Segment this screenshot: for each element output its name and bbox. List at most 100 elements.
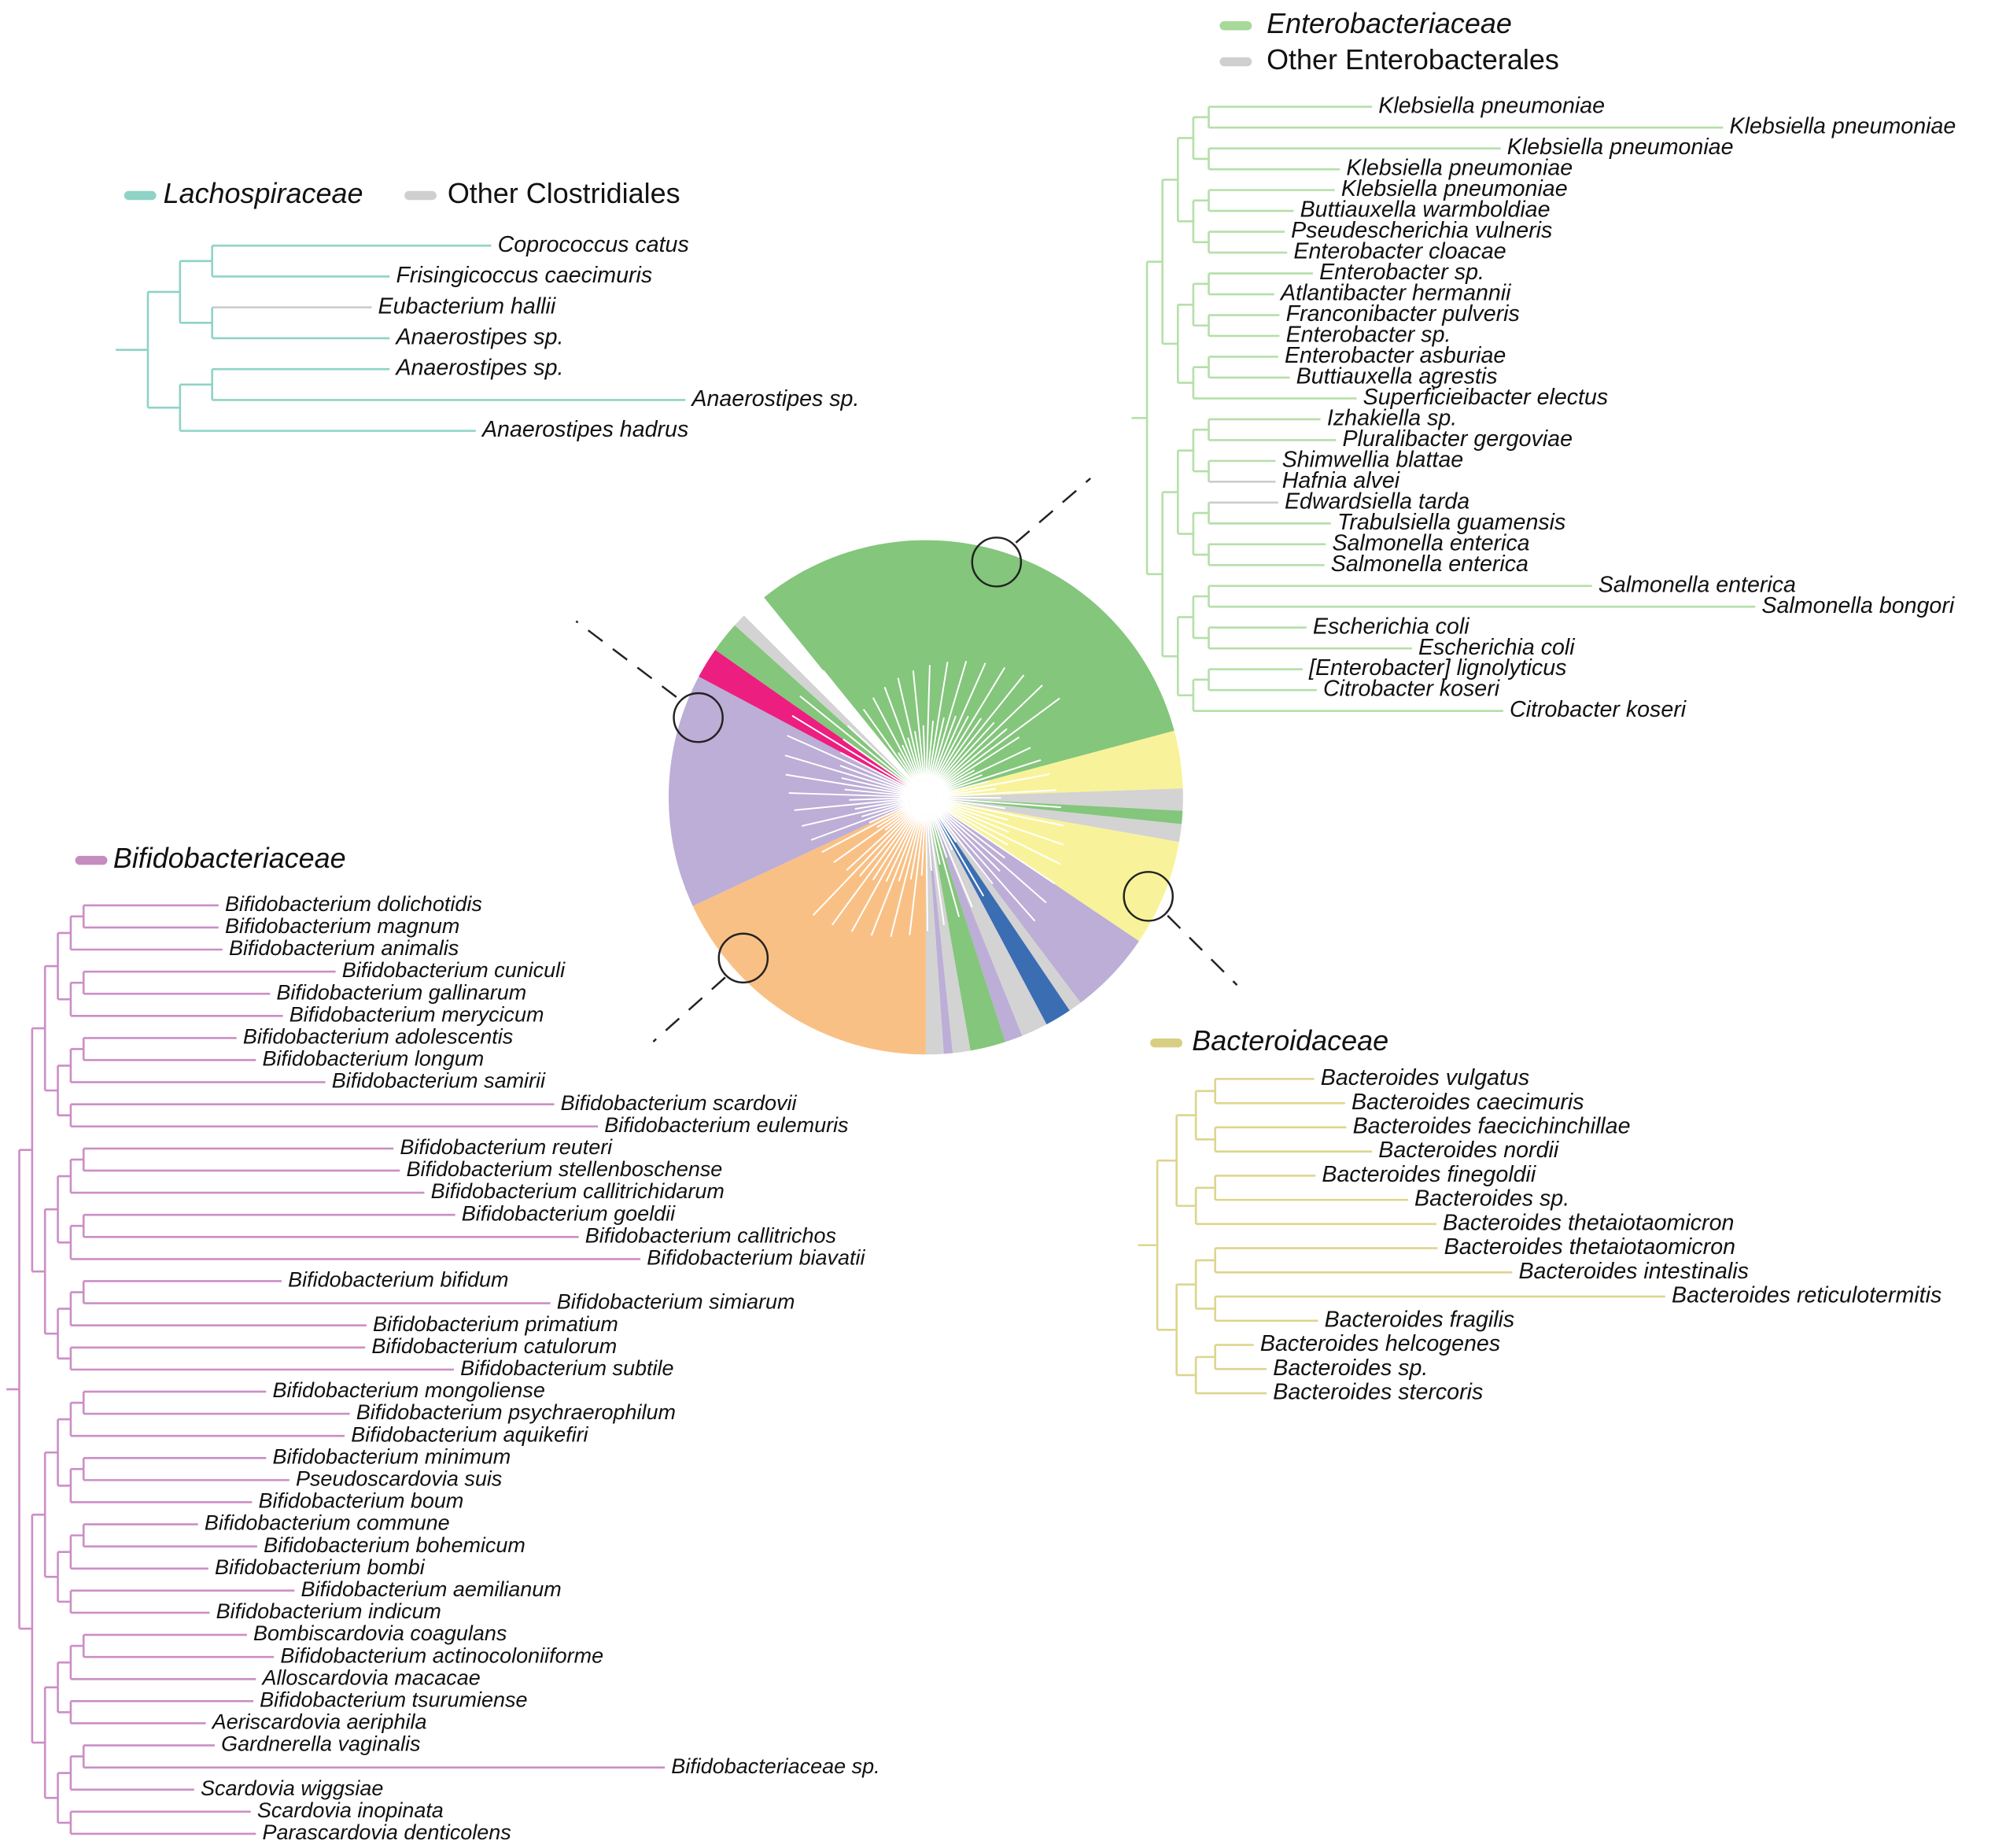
subtrees: Enterobacteriaceae Other Enterobacterales… <box>6 7 1956 1844</box>
branch-gap <box>943 796 1001 799</box>
leaf-label: Bifidobacterium adolescentis <box>243 1025 513 1049</box>
leaf-label: Bacteroides fragilis <box>1325 1307 1515 1332</box>
leaf-label: Citrobacter koseri <box>1323 677 1500 702</box>
leaf-label: Bifidobacterium merycicum <box>289 1002 544 1026</box>
clade-wedge <box>669 677 910 906</box>
branch-gap <box>912 670 925 780</box>
branch-gap <box>943 773 1050 795</box>
branch-gap <box>872 812 917 880</box>
branch-gap <box>846 809 913 871</box>
branch-gap <box>938 728 1008 787</box>
branch-gap <box>927 662 949 780</box>
leaf-label: Edwardsiella tarda <box>1285 489 1469 514</box>
branch-gap <box>938 808 1047 904</box>
leaf-label: Anaerostipes sp. <box>394 324 563 349</box>
leaf-label: Escherichia coli <box>1418 635 1575 660</box>
leaf-label: Bacteroides stercoris <box>1273 1380 1483 1405</box>
clade-wedge <box>934 812 1070 1025</box>
branch-gap <box>859 810 915 877</box>
clade-wedge <box>764 540 1174 793</box>
leaf-label: Bacteroides finegoldii <box>1322 1162 1536 1187</box>
leaf-label: Aeriscardovia aeriphila <box>211 1710 427 1734</box>
leaf-label: Bifidobacterium gallinarum <box>276 980 526 1004</box>
leaf-label: Bifidobacterium mongoliense <box>273 1378 545 1402</box>
branch-gap <box>810 802 909 841</box>
branch-gap <box>907 737 922 780</box>
branch-gap <box>938 809 1001 872</box>
leaf-label: Bifidobacterium simiarum <box>557 1290 795 1314</box>
branch-gap <box>849 797 909 801</box>
branch-gap <box>885 813 920 882</box>
leaf-label: Bifidobacterium scardovii <box>561 1091 798 1115</box>
leaf-label: Bifidobacterium bombi <box>215 1555 426 1579</box>
leaf-label: Bifidobacterium callitrichos <box>585 1223 836 1247</box>
clade-wedge <box>940 800 1179 942</box>
leaf-label: Izhakiella sp. <box>1327 405 1457 430</box>
branch-gap <box>854 799 909 810</box>
leaf-label: Bifidobacterium primatium <box>373 1312 618 1336</box>
branch-gap <box>938 684 1043 786</box>
branch-gap <box>898 813 921 882</box>
leaf-label: Bacteroides sp. <box>1414 1186 1569 1212</box>
leaf-label: Bacteroides thetaiotaomicron <box>1443 1210 1734 1235</box>
leaf-label: Superficieibacter electus <box>1363 385 1609 410</box>
clade-wedge <box>734 615 913 786</box>
leaf-label: Bifidobacterium samirii <box>332 1069 546 1093</box>
branch-gap <box>787 735 910 791</box>
leaf-label: Citrobacter koseri <box>1510 697 1687 722</box>
branch-gap <box>942 803 1009 833</box>
branch-gap <box>940 806 1056 884</box>
branch-gap <box>812 810 914 917</box>
branch-gap <box>936 674 1025 784</box>
branch-gap <box>909 814 924 880</box>
branch-gap <box>822 669 916 784</box>
branch-gap <box>942 759 1042 793</box>
leaf-label: Bifidobacterium longum <box>262 1047 484 1071</box>
leaf-label: Bifidobacterium bifidum <box>288 1268 508 1292</box>
leaf-label: Bacteroides nordii <box>1378 1138 1559 1163</box>
branch-gap <box>942 802 1064 846</box>
branch-gap <box>844 788 909 797</box>
branch-gap <box>914 731 924 780</box>
leaf-label: Salmonella bongori <box>1761 593 1954 618</box>
branch-gap <box>943 800 1064 827</box>
branch-gap <box>941 769 975 790</box>
branch-gap <box>794 798 909 811</box>
leaf-label: Bifidobacterium eulemuris <box>604 1113 848 1137</box>
leaf-label: Bacteroides reticulotermitis <box>1672 1283 1941 1308</box>
branch-gap <box>861 802 909 817</box>
branch-gap <box>928 814 941 865</box>
leaf-label: Pseudoscardovia suis <box>296 1466 502 1490</box>
leaf-label: Shimwellia blattae <box>1282 447 1463 472</box>
leaf-label: Bifidobacterium bohemicum <box>264 1533 525 1557</box>
branch-gap <box>937 810 1036 922</box>
leaf-label: Klebsiella pneumoniae <box>1346 156 1573 181</box>
clade-wedge <box>943 799 1182 843</box>
branch-gap <box>839 765 909 792</box>
clade-wedge <box>943 788 1183 811</box>
leaf-label: Atlantibacter hermannii <box>1279 281 1511 306</box>
leaf-label: Parascardovia denticolens <box>262 1820 511 1844</box>
leaf-label: Hafnia alvei <box>1282 468 1400 493</box>
clade-wedge <box>932 813 1047 1036</box>
branch-gap <box>868 803 910 824</box>
branch-gap <box>943 788 996 796</box>
branch-gap <box>943 799 1005 810</box>
leaf-label: Frisingicoccus caecimuris <box>396 263 652 288</box>
branch-gap <box>833 806 912 863</box>
branch-gap <box>870 813 920 936</box>
legend-label: Other Enterobacterales <box>1267 43 1559 76</box>
leaf-label: Pseudescherichia vulneris <box>1291 218 1552 243</box>
leaf-label: Bifidobacteriaceae sp. <box>671 1754 879 1778</box>
leaf-label: Klebsiella pneumoniae <box>1730 114 1956 139</box>
leaf-label: Bifidobacterium animalis <box>229 936 459 960</box>
leaf-label: Bifidobacterium stellenboschense <box>407 1157 723 1181</box>
branch-gap <box>939 807 1006 859</box>
leaf-label: Bifidobacterium reuteri <box>400 1135 613 1159</box>
circular-tree <box>669 540 1183 1055</box>
leaf-label: Bifidobacterium biavatii <box>647 1246 865 1270</box>
branch-gap <box>843 738 912 788</box>
leaf-label: Bacteroides helcogenes <box>1260 1331 1500 1356</box>
branch-gap <box>930 661 968 780</box>
clade-wedge <box>925 815 944 1055</box>
